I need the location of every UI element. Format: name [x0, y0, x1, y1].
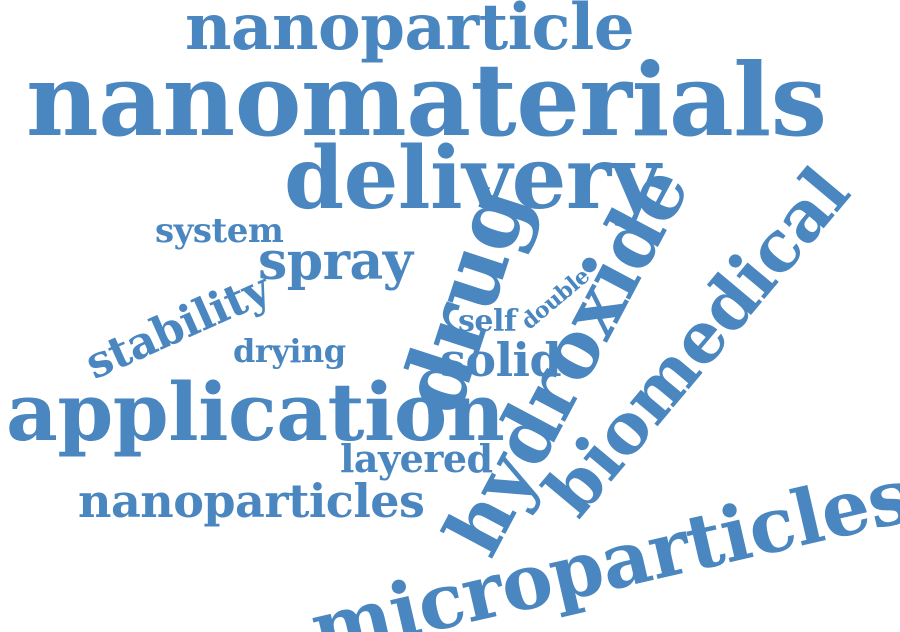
word-drying: drying: [233, 332, 346, 370]
word-solid: solid: [440, 333, 562, 387]
word-layered: layered: [340, 436, 493, 481]
word-nanomaterials: nanomaterials: [26, 41, 827, 159]
word-nanoparticles: nanoparticles: [78, 474, 425, 528]
word-nanoparticle: nanoparticle: [185, 0, 635, 65]
word-delivery: delivery: [284, 128, 661, 229]
word-spray: spray: [258, 231, 413, 292]
word-application: application: [6, 365, 505, 459]
word-self: self: [458, 304, 517, 339]
word-system: system: [155, 211, 284, 251]
